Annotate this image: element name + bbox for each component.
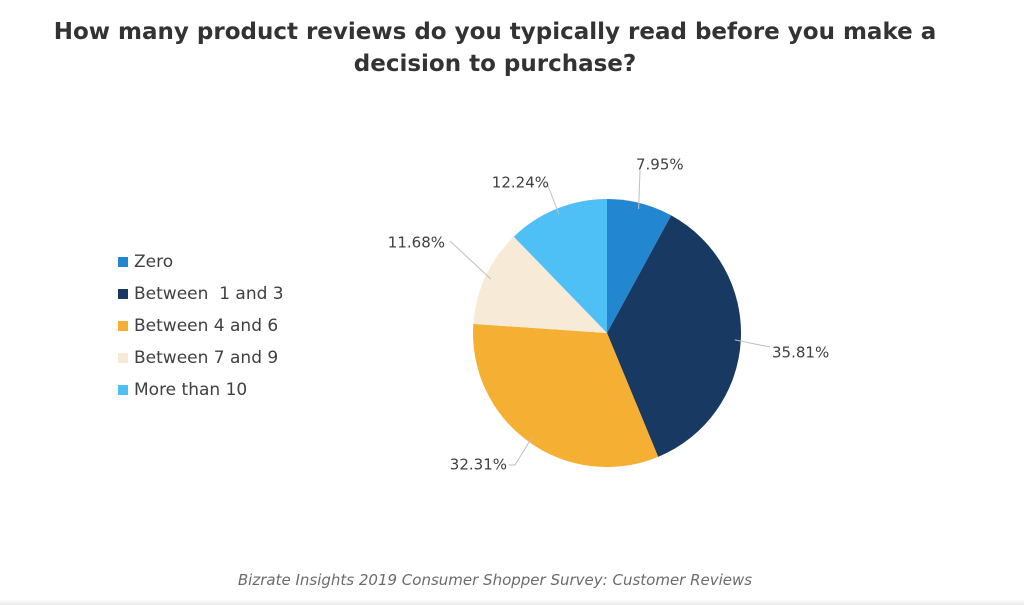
- legend-swatch-1-to-3: [118, 289, 128, 299]
- data-label-zero: 7.95%: [636, 156, 684, 174]
- pie-slice-more-than-10: [513, 199, 607, 333]
- pie-slice-7-to-9: [473, 236, 607, 333]
- legend-item-zero: Zero: [118, 246, 284, 278]
- leader-line-more-than-10: [546, 182, 560, 215]
- pie-slice-zero: [607, 199, 672, 333]
- legend-item-1-to-3: Between 1 and 3: [118, 278, 284, 310]
- data-label-more-than-10: 12.24%: [492, 174, 549, 192]
- leader-line-7-to-9: [449, 240, 492, 280]
- pie-slice-4-to-6: [472, 323, 659, 467]
- legend-label-zero: Zero: [134, 252, 174, 272]
- legend-label-1-to-3: Between 1 and 3: [134, 284, 284, 304]
- source-caption: Bizrate Insights 2019 Consumer Shopper S…: [237, 571, 753, 589]
- legend-item-more-than-10: More than 10: [118, 374, 284, 406]
- leader-line-zero: [638, 169, 641, 209]
- data-label-1-to-3: 35.81%: [772, 344, 829, 362]
- legend-swatch-more-than-10: [118, 385, 128, 395]
- data-label-4-to-6: 32.31%: [450, 456, 507, 474]
- leader-line-4-to-6: [509, 436, 533, 466]
- chart-title: How many product reviews do you typicall…: [53, 19, 937, 77]
- legend-label-4-to-6: Between 4 and 6: [134, 316, 279, 336]
- legend-swatch-4-to-6: [118, 321, 128, 331]
- legend-swatch-zero: [118, 257, 128, 267]
- data-label-7-to-9: 11.68%: [388, 234, 445, 252]
- pie-slice-1-to-3: [607, 215, 741, 457]
- legend-item-7-to-9: Between 7 and 9: [118, 342, 284, 374]
- legend-item-4-to-6: Between 4 and 6: [118, 310, 284, 342]
- legend-label-more-than-10: More than 10: [134, 380, 248, 400]
- legend: Zero Between 1 and 3 Between 4 and 6 Bet…: [118, 246, 284, 406]
- legend-swatch-7-to-9: [118, 353, 128, 363]
- bottom-shade: [0, 599, 1024, 605]
- legend-label-7-to-9: Between 7 and 9: [134, 348, 279, 368]
- leader-line-1-to-3: [734, 339, 771, 348]
